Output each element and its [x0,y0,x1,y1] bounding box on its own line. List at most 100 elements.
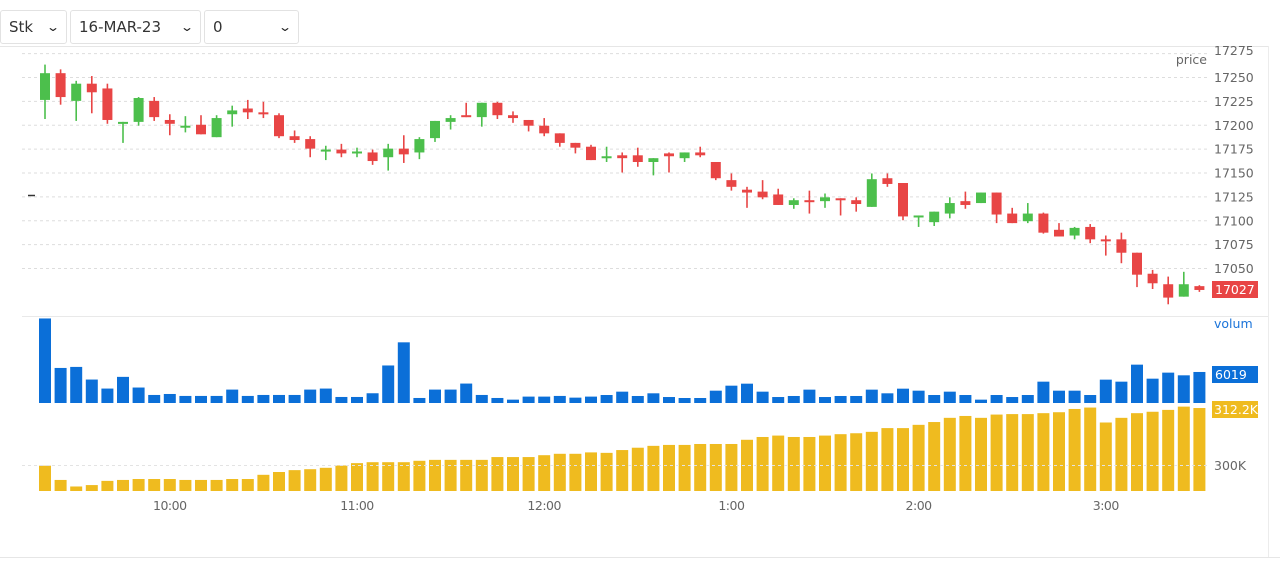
volume-bar [39,318,51,403]
candle [976,192,986,204]
cumulative-bar [1177,406,1190,491]
candle-body [508,115,518,119]
price-tick-label: 17275 [1214,43,1254,58]
candle [695,146,706,158]
volume-bar [663,397,675,403]
last-price-badge: 17027 [1212,281,1258,298]
last-price-value: 17027 [1215,282,1255,297]
volume-bar [725,385,738,403]
volume-bar [1162,372,1175,403]
cumulative-bar [865,431,878,491]
last-volume-badge-bg [1212,366,1258,383]
candle-body [1147,273,1158,284]
cumulative-bar [1021,414,1034,491]
cumulative-bar [444,459,457,491]
cumulative-bar [429,459,441,491]
candle-body [539,125,550,134]
volume-bar [351,396,363,403]
strike-select[interactable]: 0 ⌄ [204,10,299,44]
volume-bar [616,391,629,403]
volume-bar [163,393,176,403]
candle-body [71,83,82,101]
candle-body [1132,252,1142,275]
cumulative-bar [897,428,909,491]
candle [617,152,628,173]
candle [320,145,331,161]
candle [960,191,971,209]
candle-body [305,139,316,149]
price-axis-title: price [1176,52,1207,67]
volume-bar [741,383,753,403]
instrument-type-select[interactable]: Stk ⌄ [0,10,67,44]
candle [1022,203,1033,224]
time-tick-label: 10:00 [153,498,187,513]
candle-body [492,102,503,116]
volume-bar [70,366,83,403]
candle-body [1022,213,1033,222]
candle-body [1038,213,1049,233]
candle-body [133,98,144,122]
candle [71,80,82,121]
volume-bar [429,389,441,403]
price-tick-label: 17100 [1214,213,1254,228]
volume-bar [694,398,707,403]
cumulative-bar [101,480,114,491]
last-volume-badge: 6019 [1212,366,1258,383]
candle-body [554,133,565,143]
candle-body [196,124,206,135]
cumulative-axis-tick: 300K [1214,458,1247,473]
candle-body [430,120,440,139]
candle [866,173,877,207]
cumulative-bar [616,450,629,491]
candle-body [1194,286,1205,290]
candle [1194,285,1205,292]
volume-bar [647,393,660,403]
candle [1085,224,1096,244]
cumulative-bar [397,462,410,491]
cumulative-bar [647,445,660,491]
time-tick-label: 11:00 [340,498,374,513]
cumulative-bar [522,457,535,491]
candle-body [414,139,425,153]
volume-bar [1006,397,1019,403]
cumulative-bar [54,479,67,491]
cumulative-bar [678,444,691,491]
cumulative-bar [1068,408,1081,491]
candle-body [742,189,752,193]
volume-bar [1084,395,1097,403]
expiry-date-select[interactable]: 16-MAR-23 ⌄ [70,10,201,44]
cumulative-bar [787,436,800,491]
volume-bar [569,397,582,403]
volume-bar [319,388,332,403]
candle [40,64,50,120]
volume-bar [1177,375,1190,403]
toolbar: Stk ⌄ 16-MAR-23 ⌄ 0 ⌄ [0,10,302,44]
candle [55,69,66,105]
candle-body [664,153,674,157]
candle-body [227,110,238,115]
volume-axis-title: volum [1214,316,1253,331]
candle [523,119,534,132]
candle [1069,226,1080,240]
candle-body [367,152,378,162]
strike-value: 0 [213,18,223,36]
volume-bar [553,395,566,403]
last-price-badge-bg [1212,281,1258,298]
cumulative-bar [1131,413,1143,491]
cumulative-bar [319,467,332,491]
volume-bar [460,383,473,403]
candle [804,190,815,214]
volume-bar [975,399,987,403]
cumulative-bar [1099,422,1112,491]
candle-body [118,121,128,124]
candle-body [383,148,394,158]
last-volume-value: 6019 [1215,367,1247,382]
volume-bar [444,389,457,403]
cumulative-bar [741,439,753,491]
candle-body [695,152,706,156]
candle-body [1178,284,1189,297]
candle [258,101,269,119]
candle-body [679,152,690,159]
candle-body [757,191,768,198]
